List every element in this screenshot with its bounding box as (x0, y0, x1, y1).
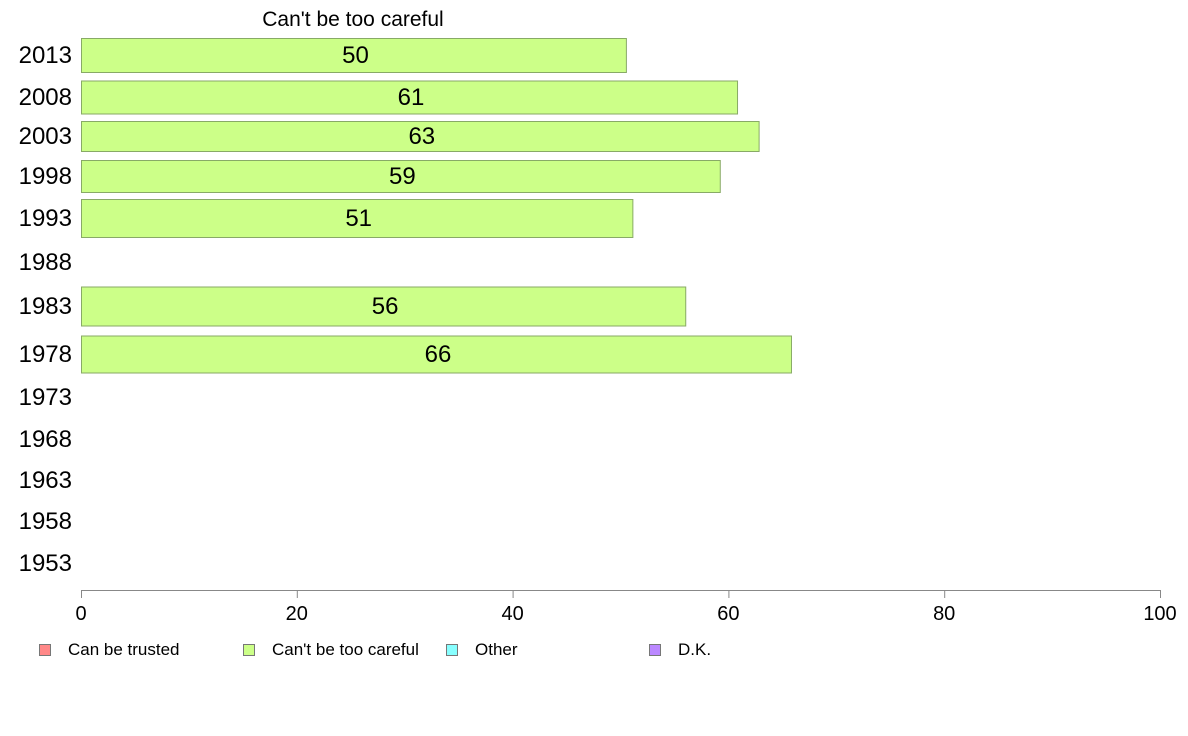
bar-value-label: 50 (342, 42, 369, 69)
bar (81, 335, 792, 374)
legend-label: Can't be too careful (272, 640, 419, 659)
x-tick-label: 60 (717, 603, 739, 625)
category-label: 2008 (19, 84, 72, 111)
category-label: 1998 (19, 163, 72, 190)
legend-label: Other (475, 640, 518, 659)
category-label: 1968 (19, 426, 72, 453)
bar-value-labels: 50 61 63 59 51 56 66 (342, 42, 451, 368)
category-label: 1953 (19, 550, 72, 577)
category-label: 1978 (19, 341, 72, 368)
legend-item: D.K. (649, 640, 711, 660)
category-label: 1993 (19, 205, 72, 232)
x-axis: 0 20 40 60 80 100 (75, 590, 1177, 625)
x-tick-label: 100 (1143, 603, 1176, 625)
category-label: 2003 (19, 123, 72, 150)
legend-swatch (649, 644, 661, 656)
bar (81, 160, 721, 193)
legend-label: D.K. (678, 640, 712, 659)
bar-value-label: 51 (345, 205, 372, 232)
category-label: 1958 (19, 508, 72, 535)
legend: Can be trusted Can't be too careful Other D… (0, 640, 1188, 666)
x-tick-label: 40 (501, 603, 523, 625)
bar-value-label: 66 (425, 341, 452, 368)
category-label: 1983 (19, 293, 72, 320)
bar (81, 121, 760, 152)
legend-swatch (243, 644, 255, 656)
category-label: 1988 (19, 249, 72, 276)
chart-title: Can't be too careful (262, 8, 443, 31)
legend-item: Can't be too careful (243, 640, 419, 660)
category-label: 1963 (19, 467, 72, 494)
category-label: 1973 (19, 384, 72, 411)
bars (81, 38, 792, 374)
bar-value-label: 63 (408, 123, 435, 150)
bar (81, 80, 739, 115)
bar-value-label: 61 (398, 84, 425, 111)
x-tick-label: 80 (933, 603, 955, 625)
category-labels: 2013 2008 2003 1998 1993 1988 1983 1978 1973 1968… (19, 42, 72, 577)
legend-label: Can be trusted (68, 640, 180, 659)
bar-value-label: 59 (389, 163, 416, 190)
bar-chart: Can't be too careful 2013 2008 2003 1998 199… (19, 8, 1177, 625)
legend-swatch (446, 644, 458, 656)
bar (81, 38, 627, 73)
legend-swatch (39, 644, 51, 656)
bar-value-label: 56 (372, 293, 399, 320)
x-tick-label: 0 (75, 603, 86, 625)
category-label: 2013 (19, 42, 72, 69)
legend-item: Other (446, 640, 518, 660)
bar (81, 199, 634, 238)
bar (81, 286, 687, 327)
legend-item: Can be trusted (39, 640, 180, 660)
x-tick-label: 20 (286, 603, 308, 625)
